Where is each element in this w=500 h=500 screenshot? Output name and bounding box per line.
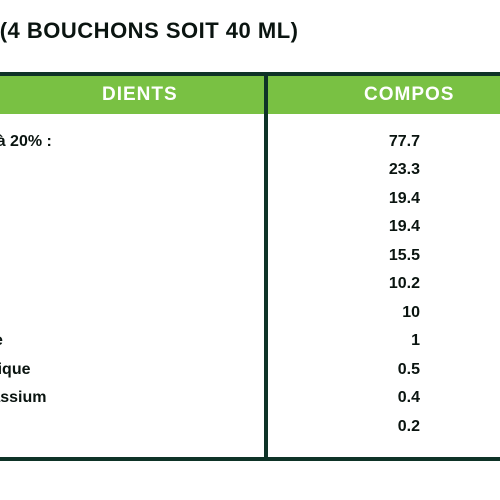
ingredient-row: ntré de figue <box>0 299 256 327</box>
composition-value: 10 <box>268 299 500 327</box>
header-composition: COMPOS <box>268 84 500 106</box>
composition-value: 19.4 <box>268 185 500 213</box>
composition-value: 1 <box>268 327 500 355</box>
ingredient-row: ux de plantes à 20% : <box>0 128 256 156</box>
table-body-row: ux de plantes à 20% :se (feuille)rin (fe… <box>0 114 500 457</box>
page-title: RNÉE (4 BOUCHONS SOIT 40 ML) <box>0 0 500 72</box>
ingredient-row: aut (feuille) <box>0 213 256 241</box>
ingredient-row: se (feuille) <box>0 156 256 184</box>
composition-value: 0.5 <box>268 356 500 384</box>
composition-value: 77.7 <box>268 128 500 156</box>
ingredient-row: rin (feuille) <box>0 185 256 213</box>
ingredient-row: nt: glycérine <box>0 270 256 298</box>
ingredient-row: fruits rouges <box>0 413 256 441</box>
ingredient-row: : acide citrique <box>0 327 256 355</box>
composition-value: 10.2 <box>268 270 500 298</box>
nutrition-table: DIENTS COMPOS ux de plantes à 20% :se (f… <box>0 72 500 461</box>
composition-value: 15.5 <box>268 242 500 270</box>
composition-value: 23.3 <box>268 156 500 184</box>
ingredient-row: : acide ascorbique <box>0 356 256 384</box>
header-ingredients: DIENTS <box>0 84 264 106</box>
composition-value: 0.4 <box>268 384 500 412</box>
table-header-row: DIENTS COMPOS <box>0 76 500 114</box>
composition-value: 0.2 <box>268 413 500 441</box>
ingredients-column: ux de plantes à 20% :se (feuille)rin (fe… <box>0 114 264 457</box>
ingredient-row: orbate de potassium <box>0 384 256 412</box>
ingredient-row: le (feuille) <box>0 242 256 270</box>
composition-column: 77.723.319.419.415.510.21010.50.40.2 <box>268 114 500 457</box>
composition-value: 19.4 <box>268 213 500 241</box>
